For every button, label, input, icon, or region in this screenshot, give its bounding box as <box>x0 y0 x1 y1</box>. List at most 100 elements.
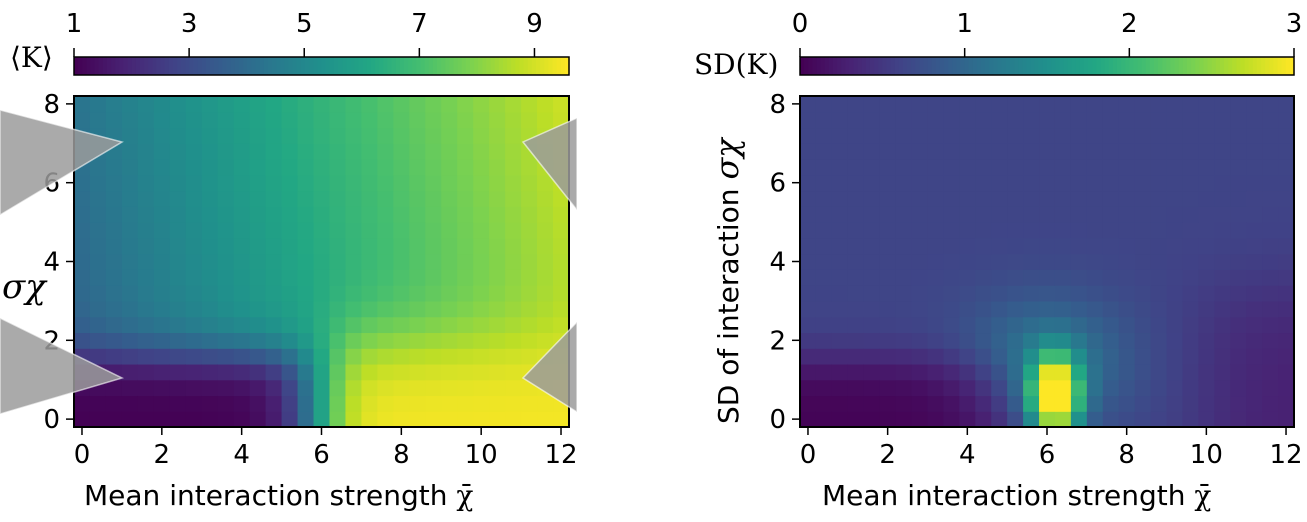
left-heatmap-cell <box>105 411 123 428</box>
left-heatmap-cell <box>121 237 139 255</box>
left-heatmap-cell <box>313 379 331 397</box>
right-heatmap-cell <box>863 363 881 381</box>
right-heatmap-cell <box>815 127 833 144</box>
right-heatmap-cell <box>1230 379 1247 397</box>
left-colorbar-swatch <box>160 57 166 75</box>
left-heatmap-cell <box>201 411 219 428</box>
left-heatmap-cell <box>505 206 522 223</box>
left-colorbar-swatch <box>507 57 512 75</box>
left-heatmap-cell <box>169 348 187 365</box>
left-colorbar-swatch <box>317 57 323 75</box>
right-heatmap-cell <box>1007 206 1024 223</box>
left-heatmap-cell <box>281 143 299 160</box>
right-colorbar-tick-label: 1 <box>956 9 973 39</box>
right-heatmap-cell <box>847 190 865 207</box>
right-heatmap-cell <box>1086 363 1104 381</box>
left-colorbar-swatch <box>453 57 459 75</box>
right-heatmap-cell <box>1246 237 1263 255</box>
right-heatmap-cell <box>943 111 960 129</box>
left-heatmap-cell <box>425 159 442 176</box>
right-heatmap-cell <box>1007 174 1024 192</box>
left-heatmap-cell <box>185 190 203 207</box>
right-heatmap-cell <box>1007 363 1024 381</box>
right-heatmap-cell <box>1230 348 1247 365</box>
right-heatmap-cell <box>831 411 849 428</box>
right-heatmap-cell <box>831 159 849 176</box>
left-heatmap-cell <box>137 269 155 286</box>
left-heatmap-cell <box>297 300 315 318</box>
left-heatmap-cell <box>441 174 458 192</box>
right-heatmap-cell <box>927 159 945 176</box>
right-colorbar-swatch <box>1129 57 1135 75</box>
left-heatmap-cell <box>297 143 315 160</box>
right-heatmap-cell <box>943 96 960 113</box>
left-heatmap-cell <box>505 332 522 349</box>
right-heatmap-cell <box>1182 363 1199 381</box>
left-heatmap-cell <box>425 253 442 270</box>
left-heatmap-cell <box>345 143 363 160</box>
left-heatmap-cell <box>393 222 410 239</box>
right-heatmap-cell <box>1246 159 1263 176</box>
right-heatmap-cell <box>943 143 960 160</box>
right-heatmap-cell <box>959 159 976 176</box>
right-heatmap-cell <box>943 332 960 349</box>
right-heatmap-cell <box>831 316 849 334</box>
left-heatmap-cell <box>249 206 267 223</box>
left-heatmap-cell <box>297 285 315 302</box>
left-heatmap-cell <box>121 332 139 349</box>
right-heatmap-cell <box>1007 237 1024 255</box>
left-heatmap-cell <box>153 237 171 255</box>
right-heatmap-cell <box>1278 222 1295 239</box>
right-heatmap-cell <box>1198 395 1215 412</box>
right-heatmap-cell <box>879 395 897 412</box>
left-heatmap-cell <box>313 96 331 113</box>
left-heatmap-cell <box>233 332 251 349</box>
right-heatmap-cell <box>911 269 929 286</box>
left-heatmap-cell <box>105 300 123 318</box>
right-heatmap-cell <box>831 269 849 286</box>
left-heatmap-cell <box>249 363 267 381</box>
left-heatmap-cell <box>441 143 458 160</box>
right-colorbar-swatch <box>1265 57 1270 75</box>
left-colorbar-swatch <box>515 57 521 75</box>
left-heatmap-cell <box>201 253 219 270</box>
right-heatmap-cell <box>975 111 992 129</box>
right-colorbar-swatch <box>845 57 850 75</box>
right-heatmap-cell <box>1166 379 1184 397</box>
right-heatmap-cell <box>1150 395 1168 412</box>
left-colorbar-swatch <box>560 57 566 75</box>
right-heatmap-cell <box>800 206 817 223</box>
left-heatmap-cell <box>185 237 203 255</box>
left-x-tick-label: 10 <box>465 440 498 470</box>
right-heatmap-cell <box>1102 379 1120 397</box>
left-colorbar-swatch <box>239 57 244 75</box>
right-heatmap-cell <box>911 332 929 349</box>
right-heatmap-cell <box>943 159 960 176</box>
left-heatmap-cell <box>393 269 410 286</box>
right-colorbar-swatch <box>1244 57 1250 75</box>
left-heatmap-cell <box>521 395 538 412</box>
left-heatmap-cell <box>537 237 554 255</box>
right-heatmap-cell <box>1182 395 1199 412</box>
left-colorbar-swatch <box>127 57 133 75</box>
left-heatmap-cell <box>425 379 442 397</box>
left-heatmap-cell <box>185 332 203 349</box>
right-colorbar-swatch <box>1158 57 1163 75</box>
right-colorbar-swatch <box>1170 57 1176 75</box>
right-heatmap-cell <box>1039 143 1056 160</box>
right-heatmap-cell <box>1246 127 1263 144</box>
left-colorbar-swatch <box>321 57 327 75</box>
left-heatmap-cell <box>329 222 347 239</box>
right-heatmap-cell <box>863 127 881 144</box>
right-heatmap-cell <box>895 174 913 192</box>
right-heatmap-cell <box>1198 222 1215 239</box>
left-heatmap-cell <box>521 190 538 207</box>
left-heatmap-cell <box>233 190 251 207</box>
right-heatmap-cell <box>1086 395 1104 412</box>
left-colorbar-swatch <box>144 57 149 75</box>
right-heatmap-cell <box>959 206 976 223</box>
left-heatmap-cell <box>393 332 410 349</box>
left-heatmap-cell <box>329 206 347 223</box>
